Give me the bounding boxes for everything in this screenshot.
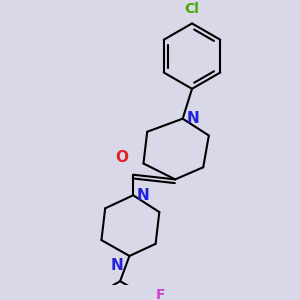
Text: O: O <box>116 150 128 165</box>
Text: Cl: Cl <box>184 2 200 16</box>
Text: N: N <box>186 111 199 126</box>
Text: N: N <box>111 258 124 273</box>
Text: N: N <box>137 188 150 203</box>
Text: F: F <box>156 288 166 300</box>
